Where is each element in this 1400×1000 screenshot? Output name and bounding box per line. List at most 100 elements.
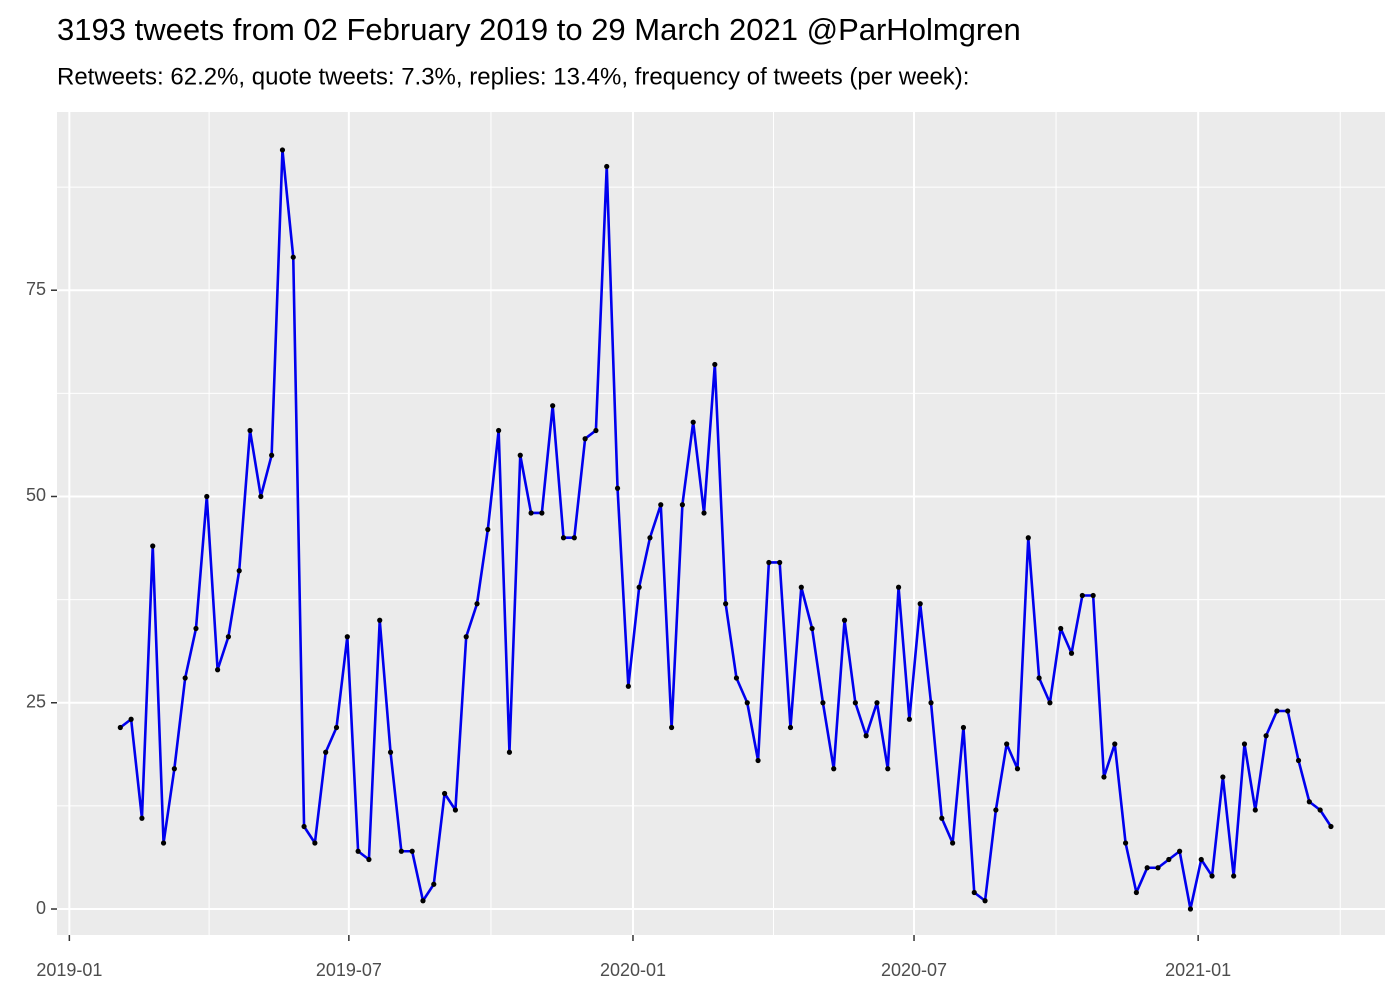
data-point	[593, 427, 599, 434]
data-point	[625, 683, 631, 689]
data-point	[1047, 700, 1053, 706]
data-point	[982, 898, 988, 904]
data-point	[1068, 650, 1075, 656]
data-point	[258, 493, 264, 500]
data-point	[517, 452, 523, 458]
data-point	[1025, 535, 1031, 541]
data-point	[787, 724, 794, 731]
data-point	[928, 700, 934, 706]
data-point	[312, 840, 318, 846]
data-point	[1285, 708, 1291, 714]
data-point	[236, 568, 242, 574]
data-point	[431, 881, 437, 887]
data-point	[225, 634, 232, 640]
data-point	[1187, 906, 1194, 912]
y-tick-label: 25	[26, 691, 46, 711]
data-point	[528, 510, 534, 516]
data-point	[917, 601, 923, 607]
data-point	[506, 749, 513, 755]
data-point	[1058, 625, 1064, 632]
data-point	[139, 815, 145, 821]
data-point	[1036, 675, 1042, 681]
data-point	[1133, 889, 1139, 896]
data-point	[950, 840, 956, 846]
data-point	[463, 634, 469, 640]
data-point	[960, 724, 967, 731]
data-point	[712, 361, 718, 368]
data-point	[1295, 757, 1302, 764]
data-point	[604, 163, 610, 170]
data-point	[247, 427, 253, 434]
data-point	[377, 617, 383, 623]
data-point	[647, 535, 653, 541]
data-point	[1252, 807, 1258, 813]
data-point	[658, 502, 664, 508]
data-point	[906, 716, 912, 722]
data-point	[701, 510, 707, 516]
data-point	[1241, 741, 1248, 747]
data-point	[160, 840, 167, 846]
data-point	[885, 766, 891, 772]
data-point	[1209, 873, 1215, 879]
data-point	[798, 584, 804, 590]
data-point	[1014, 766, 1021, 772]
data-point	[1079, 592, 1085, 599]
data-point	[1177, 848, 1183, 854]
data-point	[1274, 708, 1280, 714]
data-point	[614, 485, 621, 491]
data-point	[1263, 733, 1269, 739]
data-point	[560, 535, 567, 541]
data-point	[809, 625, 815, 632]
data-point	[668, 724, 675, 731]
data-point	[193, 625, 199, 632]
y-tick-label: 75	[26, 279, 46, 299]
data-point	[582, 436, 588, 442]
data-point	[550, 403, 556, 409]
data-point	[409, 848, 415, 854]
x-tick-label: 2020-01	[600, 960, 666, 980]
data-point	[1155, 865, 1161, 871]
data-point	[269, 452, 275, 458]
data-point	[452, 807, 458, 813]
data-point	[117, 724, 123, 731]
data-point	[290, 254, 296, 260]
data-point	[841, 617, 848, 623]
data-point	[1112, 741, 1118, 747]
x-tick-label: 2019-07	[316, 960, 382, 980]
data-point	[1004, 741, 1010, 747]
data-point	[1144, 865, 1150, 871]
data-point	[474, 601, 480, 607]
data-point	[820, 700, 826, 706]
data-point	[485, 526, 491, 533]
data-point	[1090, 592, 1096, 599]
data-point	[420, 898, 426, 904]
data-point	[863, 733, 869, 739]
chart-subtitle: Retweets: 62.2%, quote tweets: 7.3%, rep…	[57, 63, 969, 90]
data-point	[852, 700, 858, 706]
data-point	[171, 766, 177, 772]
data-point	[387, 749, 394, 755]
x-tick-label: 2020-07	[881, 960, 947, 980]
data-point	[398, 848, 404, 854]
data-point	[1328, 823, 1334, 830]
data-point	[1122, 840, 1129, 846]
data-point	[895, 584, 902, 590]
data-point	[744, 700, 750, 706]
data-point	[182, 675, 188, 681]
data-point	[1166, 856, 1172, 863]
data-point	[279, 147, 286, 153]
data-point	[1317, 807, 1323, 813]
data-point	[723, 601, 729, 607]
y-tick-label: 50	[26, 485, 46, 505]
data-point	[571, 535, 577, 541]
data-point	[636, 584, 642, 590]
data-point	[733, 675, 740, 681]
data-point	[1198, 856, 1204, 863]
data-point	[496, 427, 502, 434]
data-point	[1231, 873, 1237, 879]
data-point	[679, 502, 685, 508]
data-point	[323, 749, 329, 755]
x-tick-label: 2021-01	[1165, 960, 1231, 980]
data-point	[831, 766, 837, 772]
